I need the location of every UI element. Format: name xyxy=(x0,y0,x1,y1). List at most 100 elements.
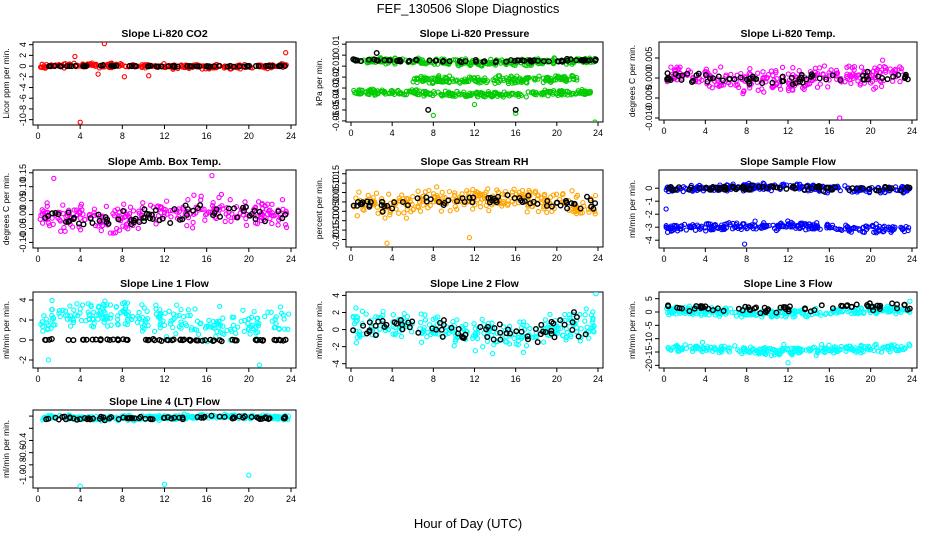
data-point xyxy=(760,345,766,352)
data-point xyxy=(547,311,553,318)
x-tick-label: 20 xyxy=(244,254,254,264)
data-point xyxy=(262,218,269,225)
data-point xyxy=(791,185,798,192)
data-point xyxy=(882,184,889,191)
data-point xyxy=(41,313,47,319)
data-point xyxy=(843,303,850,310)
data-point xyxy=(120,223,126,229)
data-point xyxy=(68,63,75,70)
y-tick-label: -0.04 xyxy=(331,89,341,110)
data-point xyxy=(360,322,367,329)
data-point xyxy=(849,185,856,192)
data-point xyxy=(409,318,416,325)
data-point xyxy=(130,219,137,226)
y-tick-label: -0.20 xyxy=(331,229,341,250)
data-point xyxy=(825,184,832,191)
data-point xyxy=(470,333,477,339)
data-point xyxy=(439,189,445,196)
data-point xyxy=(849,310,855,317)
data-point xyxy=(452,190,458,196)
data-point xyxy=(165,63,172,70)
data-point xyxy=(70,337,77,344)
data-point xyxy=(90,324,97,330)
data-point xyxy=(108,414,115,421)
data-point xyxy=(140,315,146,321)
y-tick-label: -0.05 xyxy=(18,218,28,239)
data-point xyxy=(52,322,58,328)
data-point xyxy=(783,185,790,192)
data-point xyxy=(83,336,90,343)
data-point xyxy=(500,94,506,100)
y-tick-label: -0.02 xyxy=(331,67,341,88)
x-tick-label: 24 xyxy=(907,374,917,384)
data-point xyxy=(386,191,392,197)
data-point xyxy=(463,78,470,85)
data-point xyxy=(381,203,388,210)
data-point xyxy=(359,308,366,315)
data-point xyxy=(241,328,247,335)
points-layer xyxy=(350,292,599,357)
y-axis-label: degrees C per min. xyxy=(1,173,11,245)
data-point xyxy=(97,413,104,420)
data-point xyxy=(702,71,709,78)
data-point xyxy=(176,213,182,220)
y-tick-label: -15 xyxy=(644,345,654,358)
data-point xyxy=(739,311,746,317)
x-tick-label: 16 xyxy=(824,254,834,264)
data-point xyxy=(765,72,772,78)
data-point xyxy=(77,215,83,221)
data-point xyxy=(56,310,62,316)
data-point xyxy=(98,227,104,234)
data-point xyxy=(153,302,159,308)
y-tick-label: 0.000 xyxy=(644,67,654,90)
data-point xyxy=(242,317,248,324)
y-tick-label: -20 xyxy=(644,359,654,372)
y-axis-label: ml/min per min. xyxy=(627,301,637,359)
data-point xyxy=(236,63,243,70)
data-point xyxy=(254,414,261,421)
data-point xyxy=(49,210,56,217)
data-point xyxy=(137,413,144,420)
data-point xyxy=(534,339,541,346)
x-tick-label: 4 xyxy=(703,374,708,384)
data-point xyxy=(799,310,805,316)
data-point xyxy=(710,75,717,82)
data-point xyxy=(799,224,806,230)
data-point xyxy=(396,210,402,216)
data-point xyxy=(484,334,491,341)
data-point xyxy=(173,331,179,337)
data-point xyxy=(547,89,554,95)
data-point xyxy=(61,224,67,231)
data-point xyxy=(65,336,72,343)
data-point xyxy=(363,330,370,337)
data-point xyxy=(573,57,580,64)
data-point xyxy=(808,71,815,78)
data-point xyxy=(559,74,565,80)
data-point xyxy=(353,305,359,311)
chart-panel-6: Slope Sample Flow ml/min per min. 0 4 8 12 16 2… xyxy=(627,156,918,264)
data-point xyxy=(860,310,867,316)
outlier-point xyxy=(45,357,52,363)
data-point xyxy=(770,184,777,191)
data-point xyxy=(706,225,713,231)
data-point xyxy=(67,323,74,329)
y-tick-label: 5 xyxy=(644,296,654,301)
data-point xyxy=(461,198,468,205)
data-point xyxy=(590,205,597,212)
data-point xyxy=(396,198,403,204)
data-point xyxy=(107,302,114,308)
data-point xyxy=(71,307,77,313)
data-point xyxy=(354,213,360,219)
data-point xyxy=(897,64,903,70)
data-point xyxy=(146,336,153,343)
data-point xyxy=(371,200,377,206)
data-point xyxy=(161,414,168,421)
data-point xyxy=(269,220,275,227)
data-point xyxy=(568,92,574,98)
data-point xyxy=(521,57,528,64)
data-point xyxy=(107,315,113,321)
data-point xyxy=(689,78,696,85)
data-point xyxy=(130,217,137,224)
data-point xyxy=(230,205,237,212)
data-point xyxy=(210,325,216,331)
